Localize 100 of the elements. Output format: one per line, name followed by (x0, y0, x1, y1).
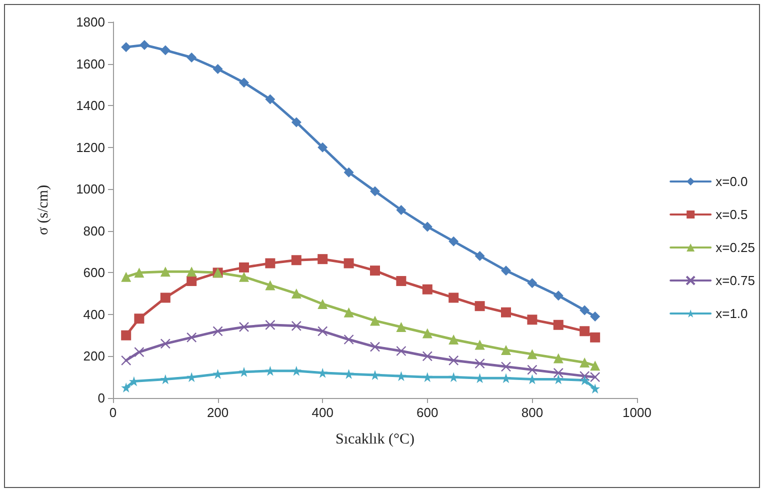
point (160, 266, 170, 277)
point (501, 373, 511, 384)
point (160, 45, 170, 56)
point (291, 320, 302, 332)
point (590, 360, 600, 371)
y-tick-label: 0 (98, 390, 105, 406)
point (422, 222, 432, 232)
point (580, 305, 590, 316)
point (121, 272, 132, 282)
point (291, 255, 302, 266)
point (291, 117, 302, 128)
point (344, 167, 354, 178)
point (396, 322, 406, 332)
point (186, 276, 197, 286)
point (265, 94, 276, 104)
y-tick-label: 600 (83, 265, 105, 280)
y-tick-label: 800 (83, 223, 105, 238)
point (527, 349, 538, 360)
point (370, 316, 380, 326)
x-tick-label: 400 (312, 405, 334, 420)
point (318, 142, 328, 152)
point (239, 78, 249, 88)
point (590, 332, 600, 342)
point (134, 314, 144, 324)
legend-label: x=0.75 (716, 273, 756, 288)
point (474, 340, 485, 350)
point (448, 355, 459, 366)
point (186, 52, 197, 63)
point (370, 266, 380, 276)
point (370, 342, 380, 352)
point (160, 292, 170, 303)
x-tick-label: 0 (109, 405, 117, 420)
y-tick-label: 200 (83, 348, 105, 364)
point (501, 266, 511, 276)
point (238, 322, 250, 332)
point (212, 64, 223, 74)
y-tick-label: 1800 (76, 14, 105, 30)
legend-label: x=1.0 (716, 306, 748, 321)
point (501, 344, 511, 355)
point (318, 299, 328, 309)
point (121, 355, 132, 366)
point (265, 320, 276, 330)
point (474, 250, 485, 261)
point (121, 42, 132, 52)
x-tick-label: 800 (521, 405, 544, 420)
point (212, 326, 223, 336)
point (590, 384, 600, 394)
y-axis-title: σ (s/cm) (36, 184, 52, 236)
point (396, 205, 406, 215)
point (500, 362, 512, 372)
point (318, 254, 328, 264)
y-tick-label: 1200 (76, 140, 105, 155)
x-tick-label: 600 (416, 405, 438, 420)
point (344, 307, 354, 318)
point (527, 314, 538, 325)
point (553, 353, 564, 364)
point (422, 351, 432, 362)
y-tick-label: 1400 (76, 98, 105, 114)
point (474, 358, 485, 369)
point (239, 272, 249, 282)
point (291, 288, 302, 299)
point (121, 382, 132, 393)
legend-label: x=0.0 (716, 174, 748, 189)
x-tick-label: 200 (206, 405, 229, 420)
point (139, 40, 150, 50)
point (553, 290, 564, 301)
point (580, 370, 590, 382)
point (580, 326, 590, 336)
point (448, 372, 459, 382)
point (474, 301, 485, 312)
point (370, 370, 380, 380)
y-tick-label: 1600 (76, 56, 105, 72)
point (580, 357, 590, 368)
point (590, 312, 600, 322)
legend-label: x=0.5 (716, 207, 748, 222)
point (590, 372, 600, 382)
x-tick-label: 1000 (622, 405, 652, 420)
point (422, 284, 432, 294)
point (422, 328, 432, 338)
point (396, 276, 406, 286)
point (186, 266, 197, 277)
point (134, 268, 144, 278)
point (422, 372, 432, 382)
point (291, 366, 302, 376)
point (370, 186, 380, 196)
point (527, 364, 538, 375)
legend-label: x=0.25 (716, 240, 756, 255)
point (344, 258, 354, 268)
point (121, 330, 132, 340)
point (448, 236, 459, 246)
x-axis-title: Sıcaklık (°C) (336, 432, 414, 448)
point (580, 375, 590, 386)
point (344, 368, 354, 379)
point (186, 332, 197, 343)
point (265, 280, 276, 290)
point (448, 334, 459, 345)
point (527, 278, 538, 288)
point (265, 366, 276, 376)
point (448, 292, 459, 303)
y-tick-label: 1000 (76, 182, 105, 197)
